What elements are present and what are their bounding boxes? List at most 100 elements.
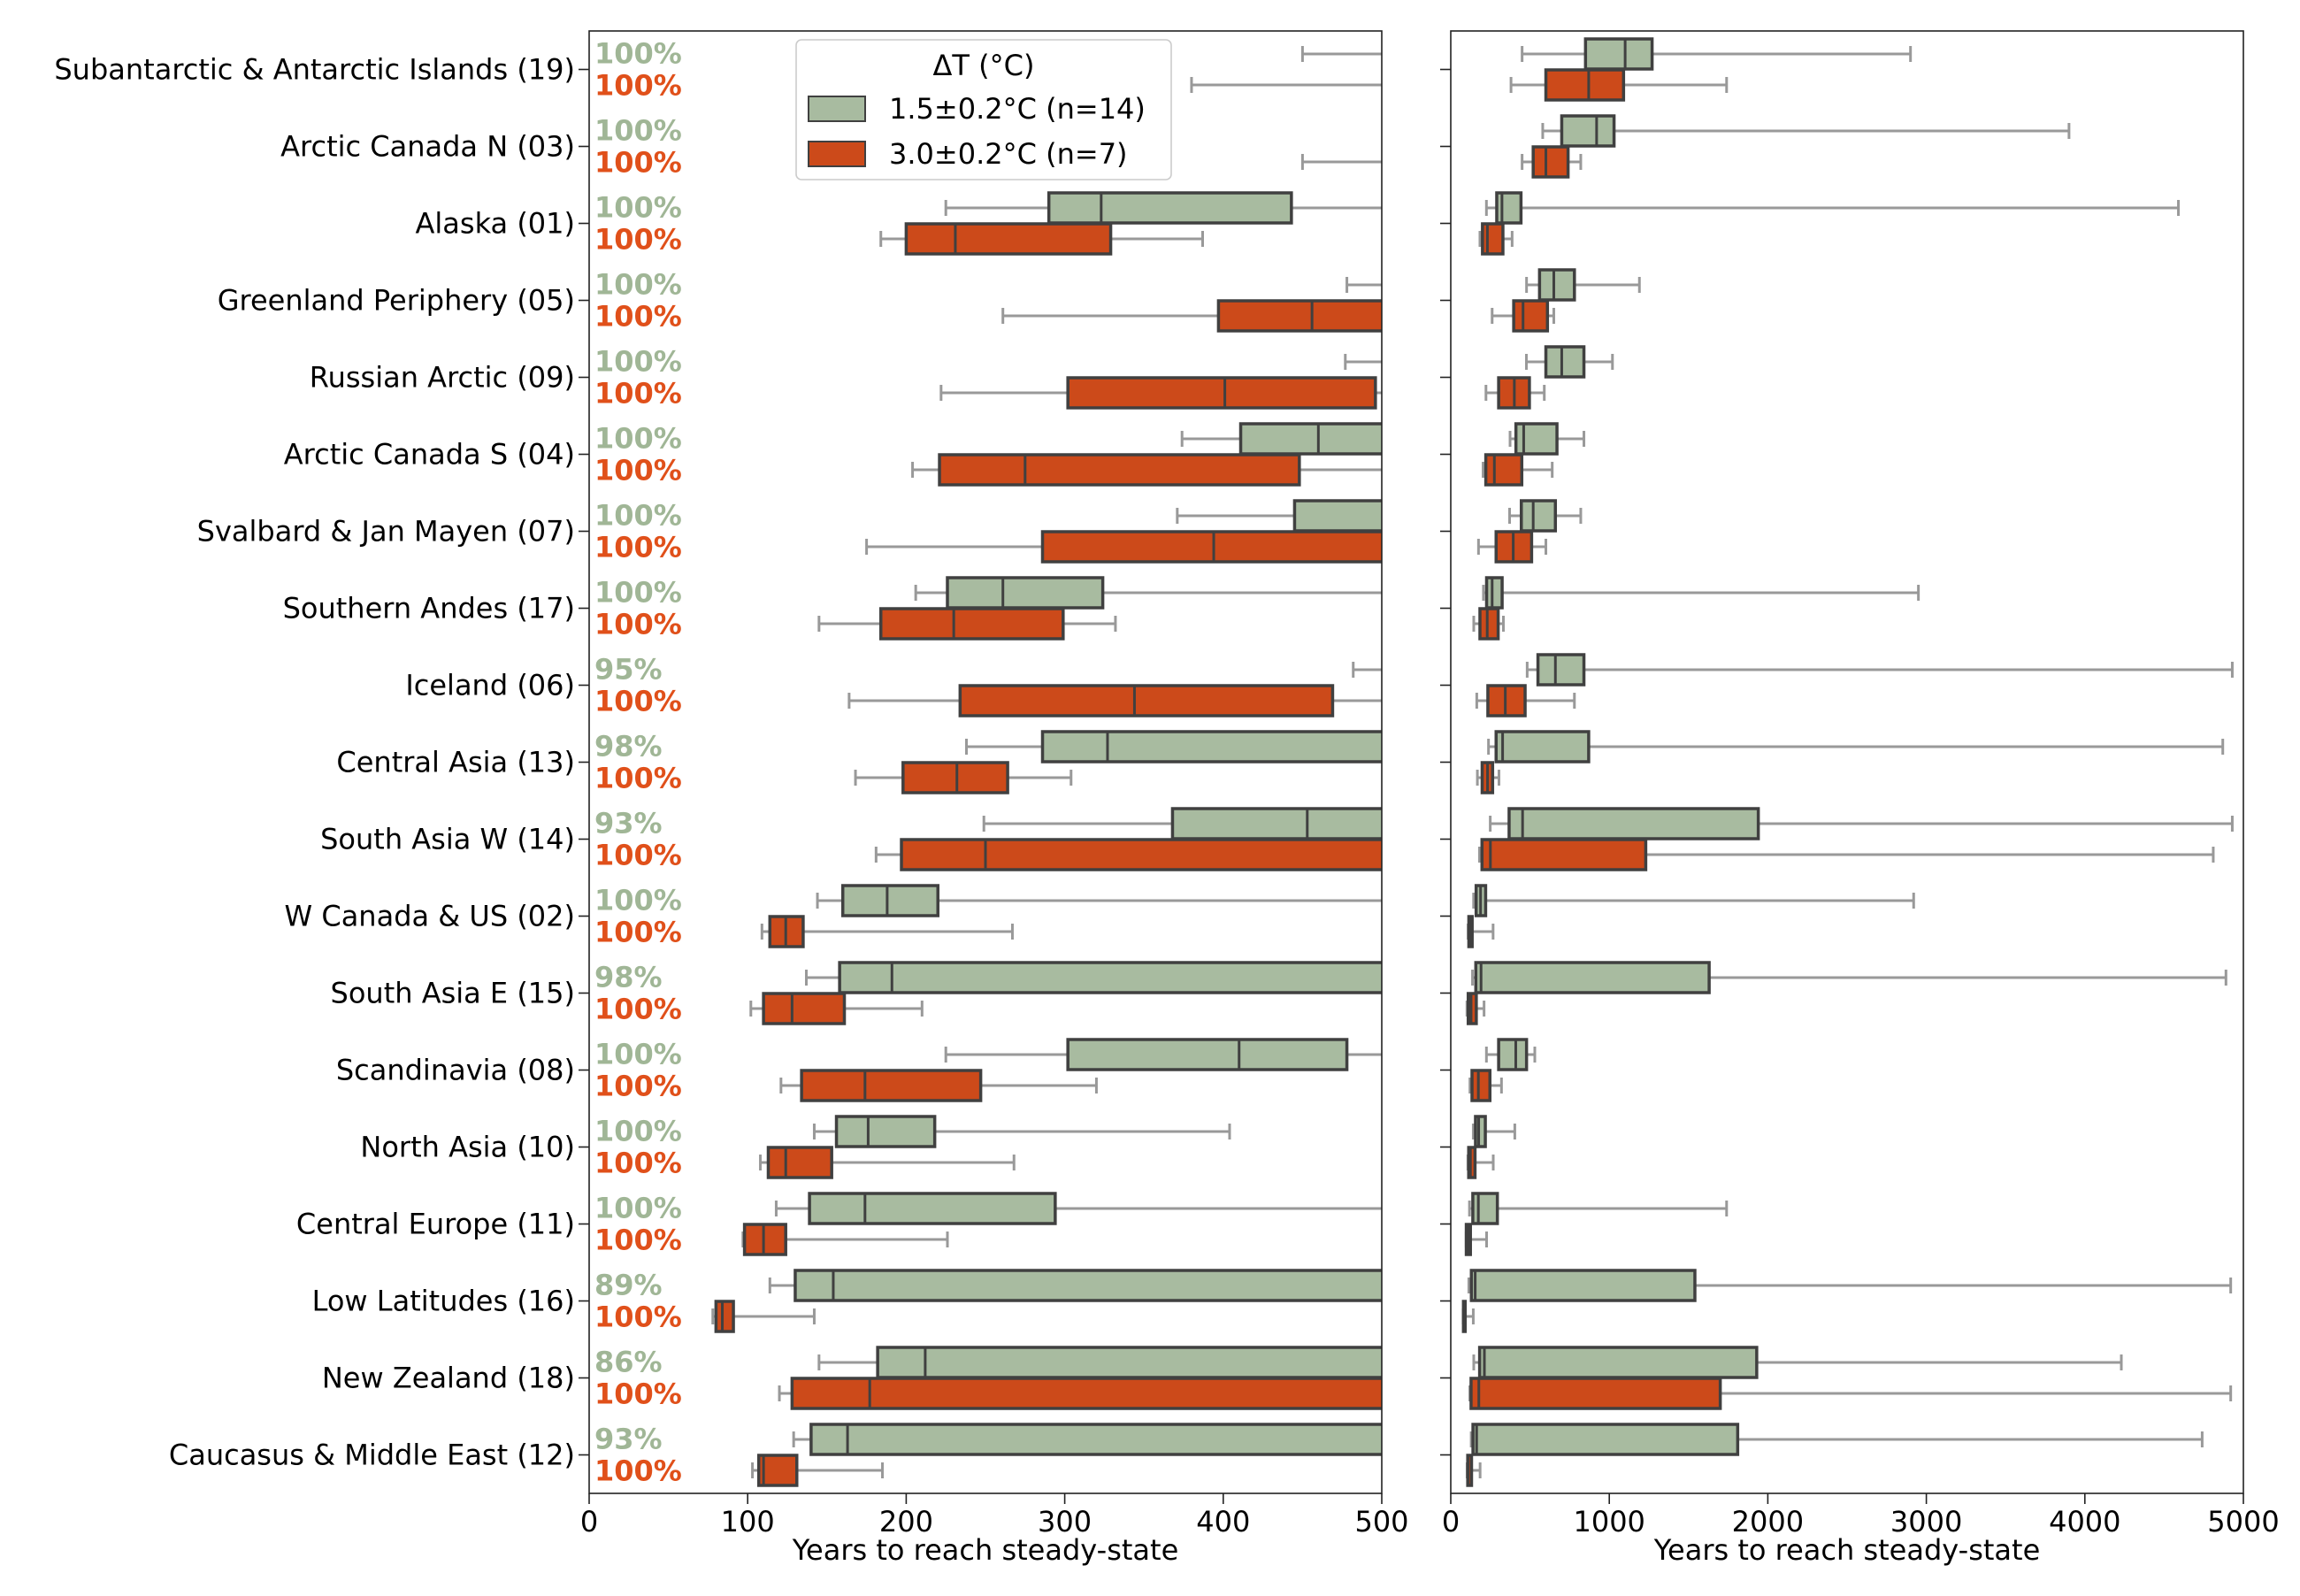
region-label: Southern Andes (17) — [283, 592, 575, 625]
x-tick-label: 0 — [1442, 1505, 1460, 1538]
box-low — [838, 961, 1382, 994]
box-low — [1484, 576, 1504, 610]
x-axis-label: Years to reach steady-state — [792, 1533, 1179, 1567]
box-high — [1544, 68, 1626, 102]
pct-high-label: 100% — [594, 1070, 682, 1103]
box-low — [840, 884, 939, 917]
box-high — [900, 838, 1382, 871]
x-tick-label: 4000 — [2049, 1505, 2120, 1538]
pct-low-label: 86% — [594, 1346, 663, 1379]
box-high — [1469, 1377, 1722, 1410]
pct-high-label: 100% — [594, 1301, 682, 1334]
box-low — [946, 576, 1105, 610]
pct-high-label: 100% — [594, 69, 682, 103]
box-high — [1040, 530, 1382, 564]
box-low — [1536, 653, 1586, 687]
pct-high-label: 100% — [594, 1454, 682, 1488]
region-label: Iceland (06) — [405, 669, 575, 702]
x-tick-label: 5000 — [2207, 1505, 2279, 1538]
legend-frame — [795, 39, 1172, 180]
pct-high-label: 100% — [594, 993, 682, 1026]
box-low — [1544, 345, 1586, 379]
box-high — [958, 684, 1335, 717]
pct-high-label: 100% — [594, 608, 682, 641]
box-high — [714, 1300, 735, 1333]
x-axis-label: Years to reach steady-state — [1653, 1533, 2041, 1567]
region-label: Scandinavia (08) — [336, 1054, 575, 1087]
region-label: Alaska (01) — [416, 207, 576, 241]
region-label: Arctic Canada N (03) — [280, 130, 575, 164]
box-low — [1936, 39, 2300, 69]
region-label: North Asia (10) — [360, 1131, 575, 1164]
pct-low-label: 100% — [594, 1038, 682, 1071]
region-label: Greenland Periphery (05) — [218, 284, 575, 318]
pct-low-label: 93% — [594, 1423, 663, 1456]
pct-low-label: 100% — [594, 884, 682, 917]
box-low — [1046, 191, 1293, 225]
box-high — [762, 992, 847, 1025]
pct-low-label: 100% — [594, 422, 682, 456]
box-low — [1477, 1346, 1759, 1379]
pct-low-label: 98% — [594, 730, 663, 763]
pct-high-label: 100% — [594, 1224, 682, 1257]
box-low — [1471, 1192, 1499, 1225]
legend: ΔT (°C) 1.5±0.2°C (n=14) 3.0±0.2°C (n=7) — [795, 39, 1172, 180]
pct-low-label: 89% — [594, 1269, 663, 1302]
region-label: New Zealand (18) — [322, 1362, 575, 1395]
box-low — [808, 1192, 1057, 1225]
x-tick-label: 300 — [1038, 1505, 1092, 1538]
pct-low-label: 100% — [594, 191, 682, 225]
x-tick-label: 400 — [1196, 1505, 1250, 1538]
pct-low-label: 100% — [594, 1115, 682, 1148]
legend-swatch — [808, 141, 866, 167]
pct-high-label: 100% — [594, 916, 682, 949]
box-high — [1484, 453, 1524, 487]
box-low — [1537, 268, 1576, 302]
pct-high-label: 100% — [594, 223, 682, 257]
legend-swatch — [808, 96, 866, 122]
pct-low-label: 100% — [594, 576, 682, 610]
box-low — [1507, 807, 1760, 840]
box-low — [1471, 1423, 1740, 1456]
box-high — [1414, 147, 1762, 177]
box-high — [878, 607, 1065, 641]
box-high — [1470, 1069, 1492, 1102]
region-label: Arctic Canada S (04) — [284, 438, 575, 472]
pct-low-label: 100% — [594, 345, 682, 379]
box-high — [1216, 299, 1382, 333]
region-label: South Asia W (14) — [320, 823, 575, 856]
box-high — [1531, 145, 1570, 179]
pct-high-label: 100% — [594, 146, 682, 180]
box-low — [1519, 499, 1558, 533]
panel-1-plot-area — [711, 39, 2300, 1487]
box-high — [756, 1454, 799, 1487]
region-label: Central Asia (13) — [336, 746, 575, 779]
box-low — [794, 1269, 1382, 1302]
region-label: Subantarctic & Antarctic Islands (19) — [54, 53, 575, 87]
pct-high-label: 100% — [594, 531, 682, 564]
legend-title: ΔT (°C) — [933, 49, 1035, 82]
box-high — [742, 1223, 787, 1256]
box-low — [1292, 499, 1382, 533]
box-low — [1495, 191, 1523, 225]
box-high — [1478, 607, 1500, 641]
region-label: Svalbard & Jan Mayen (07) — [197, 515, 575, 549]
pct-low-label: 100% — [594, 499, 682, 533]
box-low — [1560, 114, 1616, 148]
box-low — [1040, 730, 1382, 763]
x-tick-label: 200 — [879, 1505, 933, 1538]
pct-low-label: 100% — [594, 1192, 682, 1225]
box-low — [809, 1423, 1382, 1456]
box-low — [1170, 807, 1382, 840]
pct-low-label: 95% — [594, 653, 663, 687]
x-tick-label: 3000 — [1890, 1505, 1962, 1538]
pct-high-label: 100% — [594, 1377, 682, 1411]
pct-high-label: 100% — [594, 300, 682, 334]
box-high — [1512, 299, 1550, 333]
pct-low-label: 100% — [594, 268, 682, 302]
pct-high-label: 100% — [594, 454, 682, 487]
box-high — [901, 761, 1009, 794]
pct-high-label: 100% — [594, 685, 682, 718]
pct-high-label: 100% — [594, 839, 682, 872]
